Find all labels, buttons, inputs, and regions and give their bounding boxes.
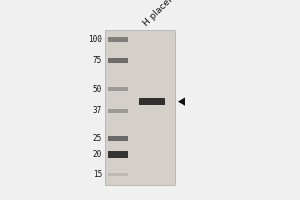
- Bar: [108, 58, 128, 63]
- Text: 20: 20: [93, 150, 102, 159]
- Text: H placenta: H placenta: [142, 0, 183, 28]
- Bar: [108, 151, 128, 158]
- Text: 25: 25: [93, 134, 102, 143]
- Text: 50: 50: [93, 85, 102, 94]
- Bar: [108, 109, 128, 113]
- Bar: [108, 37, 128, 42]
- Text: 75: 75: [93, 56, 102, 65]
- Bar: [105, 30, 175, 185]
- Bar: [108, 87, 128, 91]
- Bar: [139, 98, 165, 105]
- Text: 37: 37: [93, 106, 102, 115]
- Bar: [108, 136, 128, 141]
- Text: 100: 100: [88, 35, 102, 44]
- Polygon shape: [178, 97, 185, 106]
- Bar: [108, 173, 128, 176]
- Text: 15: 15: [93, 170, 102, 179]
